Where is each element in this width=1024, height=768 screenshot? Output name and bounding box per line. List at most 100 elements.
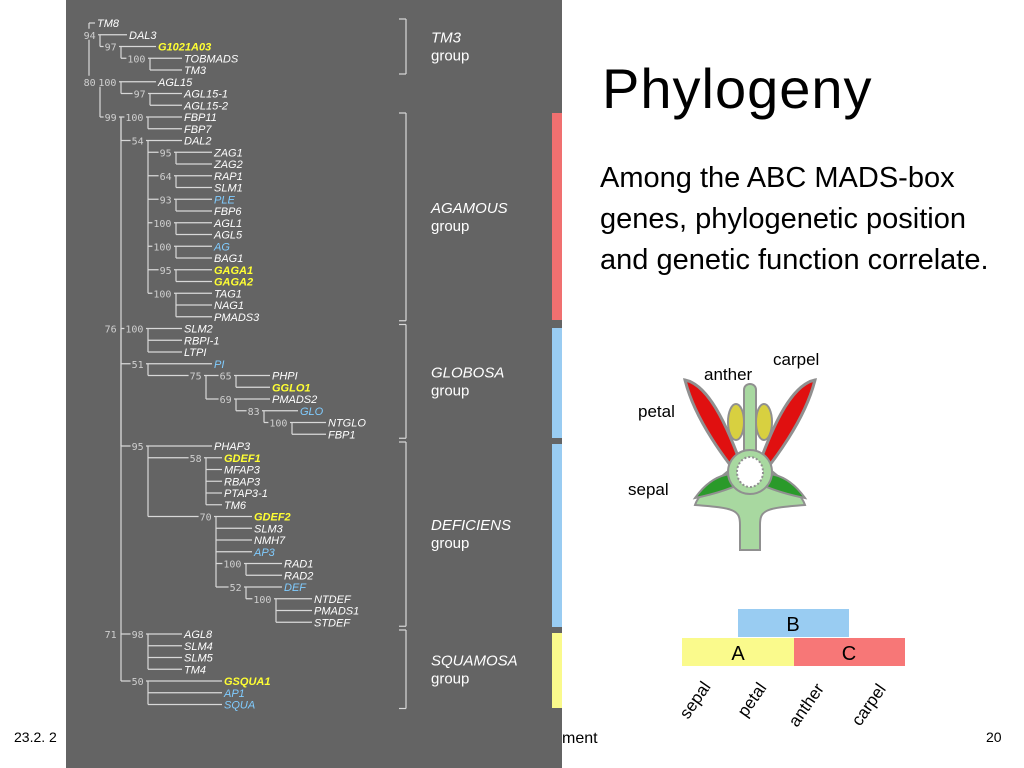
tree-leaf-label: RAP1 — [214, 171, 243, 183]
tree-leaf-label: AGL1 — [213, 218, 242, 230]
whorl-label-anther: anther — [785, 680, 828, 731]
support-value: 98 — [132, 630, 144, 641]
tree-leaf-label: PI — [214, 359, 224, 371]
abc-letter-c: C — [842, 643, 856, 665]
tree-leaf-label: GGLO1 — [272, 382, 311, 394]
group-label: group — [431, 535, 469, 552]
support-value: 58 — [190, 454, 202, 465]
support-value-backdrop — [158, 169, 174, 181]
tree-leaf-label: AGL15 — [157, 77, 193, 89]
support-value: 100 — [153, 242, 171, 253]
support-value-backdrop — [103, 40, 119, 52]
support-value: 50 — [132, 677, 144, 688]
abc-box-c — [794, 638, 905, 666]
tree-leaf-label: FBP1 — [328, 429, 356, 441]
tree-leaf-label: FBP11 — [184, 112, 217, 124]
tree-leaf-label: FBP7 — [184, 124, 212, 136]
support-value-backdrop — [124, 322, 146, 334]
support-value: 80 — [84, 78, 96, 89]
tree-leaf-label: GDEF2 — [254, 512, 291, 524]
tree-leaf-label: DAL2 — [184, 136, 212, 148]
tree-leaf-label: PMADS2 — [272, 394, 317, 406]
support-value: 54 — [132, 137, 144, 148]
tree-leaf-label: ZAG2 — [213, 159, 243, 171]
group-color-band-squamosa — [552, 633, 562, 708]
abc-box-b — [738, 609, 849, 637]
phylogeny-tree-panel: TM8 94 DAL3 97 G1021A03 100 TOBMADS TM3 80 100 AGL… — [66, 0, 562, 768]
support-value: 69 — [220, 395, 232, 406]
support-value: 70 — [200, 513, 212, 524]
tree-leaf-label: AG — [213, 241, 230, 253]
support-value: 100 — [153, 219, 171, 230]
support-value: 83 — [248, 407, 260, 418]
support-value: 95 — [160, 148, 172, 159]
group-name-deficiens: DEFICIENS — [431, 517, 511, 534]
tree-leaf-label: DAL3 — [129, 30, 157, 42]
tree-leaf-label: TM3 — [184, 65, 207, 77]
tree-leaf-label: ZAG1 — [213, 147, 243, 159]
tree-leaf-label: GSQUA1 — [224, 676, 270, 688]
tree-leaf-label: TM8 — [97, 18, 120, 30]
support-value: 52 — [230, 583, 242, 594]
support-value-backdrop — [188, 369, 204, 381]
tree-leaf-label: SLM3 — [254, 523, 284, 535]
tree-leaf-label: STDEF — [314, 617, 351, 629]
support-value-backdrop — [222, 557, 244, 569]
support-value-backdrop — [130, 440, 146, 451]
tree-leaf-label: RAD1 — [284, 559, 313, 571]
page-number: 20 — [986, 729, 1002, 745]
support-value-backdrop — [252, 592, 274, 604]
support-value: 100 — [98, 78, 116, 89]
tree-leaf-label: SLM1 — [214, 183, 243, 195]
support-value: 99 — [105, 113, 117, 124]
tree-leaf-label: G1021A03 — [158, 42, 211, 54]
abc-letter-a: A — [731, 643, 745, 665]
support-value-backdrop — [228, 581, 244, 592]
tree-leaf-label: NTDEF — [314, 594, 352, 606]
flower-label-carpel: carpel — [773, 350, 819, 369]
flower-label-anther: anther — [704, 365, 753, 384]
support-value-backdrop — [82, 75, 98, 87]
support-value: 71 — [105, 630, 117, 641]
tree-leaf-label: RBAP3 — [224, 476, 261, 488]
tree-leaf-label: PLE — [214, 194, 235, 206]
group-label: group — [431, 382, 469, 399]
tree-leaf-label: BAG1 — [214, 253, 243, 265]
support-value-backdrop — [152, 287, 174, 299]
support-value-backdrop — [218, 393, 234, 404]
support-value: 100 — [223, 560, 241, 571]
support-value-backdrop — [130, 134, 146, 146]
support-value-backdrop — [158, 146, 174, 158]
tree-leaf-label: SLM2 — [184, 324, 213, 336]
support-value: 95 — [132, 442, 144, 453]
tree-leaf-label: AGL15-2 — [183, 100, 228, 112]
flower-diagram: carpel anther petal sepal — [628, 350, 819, 551]
tree-leaf-label: AGL5 — [213, 230, 243, 242]
support-value-backdrop — [268, 416, 290, 428]
group-color-band-deficiens — [552, 444, 562, 627]
support-value: 100 — [253, 595, 271, 606]
whorl-label-sepal: sepal — [676, 678, 715, 722]
support-value: 100 — [125, 113, 143, 124]
abc-letter-b: B — [786, 614, 799, 636]
tree-leaf-label: GDEF1 — [224, 453, 261, 465]
support-value: 100 — [127, 54, 145, 65]
tree-leaf-label: AP3 — [253, 547, 276, 559]
tree-leaf-label: NMH7 — [254, 535, 286, 547]
support-value-backdrop — [130, 357, 146, 369]
tree-leaf-label: PHPI — [272, 371, 298, 383]
support-value-backdrop — [132, 87, 148, 99]
support-value: 97 — [134, 90, 146, 101]
support-value-backdrop — [188, 451, 204, 463]
support-value: 100 — [153, 289, 171, 300]
group-color-band-globosa — [552, 328, 562, 438]
support-value-backdrop — [126, 52, 148, 64]
group-color-band-agamous — [552, 113, 562, 320]
support-value-backdrop — [124, 111, 146, 122]
ovary-cavity — [736, 456, 764, 488]
slide-body-text: Among the ABC MADS-box genes, phylogenet… — [600, 162, 989, 276]
tree-leaf-label: NTGLO — [328, 418, 366, 430]
whorl-label-carpel: carpel — [848, 680, 890, 729]
tree-leaf-label: PHAP3 — [214, 441, 251, 453]
